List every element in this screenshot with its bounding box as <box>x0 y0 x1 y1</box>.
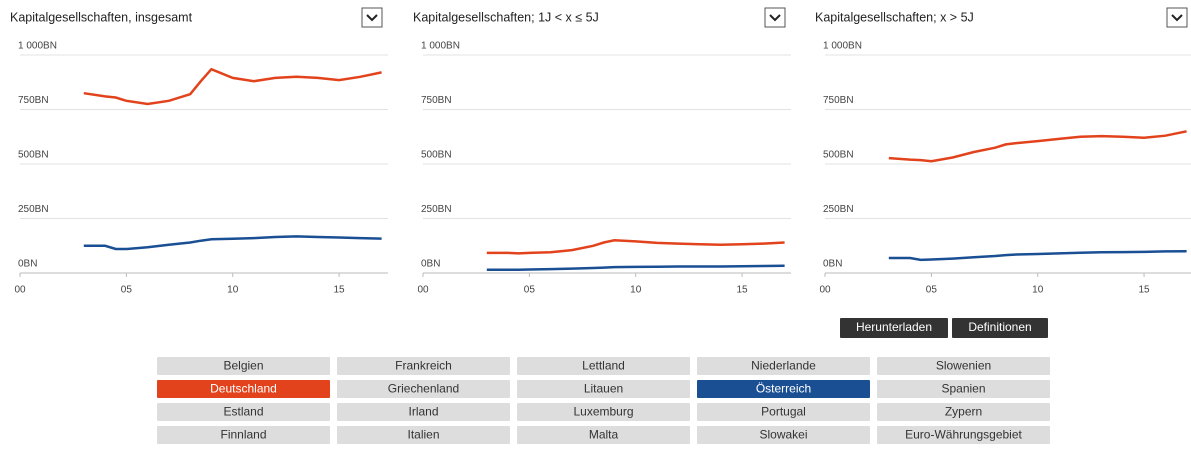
action-label: Definitionen <box>968 320 1031 334</box>
country-button[interactable] <box>697 403 870 421</box>
y-tick-label: 1 000BN <box>18 41 57 52</box>
chart-title: Kapitalgesellschaften; 1J < x ≤ 5J <box>413 10 599 24</box>
y-tick-label: 0BN <box>18 259 37 270</box>
country-button[interactable] <box>157 403 330 421</box>
y-tick-label: 750BN <box>823 95 854 106</box>
country-button[interactable] <box>517 380 690 398</box>
country-button[interactable] <box>877 403 1050 421</box>
x-tick-label: 10 <box>630 285 642 296</box>
y-tick-label: 0BN <box>421 259 440 270</box>
x-tick-label: 15 <box>1139 285 1151 296</box>
dropdown-chevron <box>366 14 378 22</box>
line-series <box>888 130 1187 163</box>
y-tick-label: 250BN <box>421 204 452 215</box>
chart-title: Kapitalgesellschaften; x > 5J <box>815 10 974 24</box>
x-tick-label: 00 <box>14 285 26 296</box>
action-label: Herunterladen <box>856 320 932 334</box>
country-button[interactable] <box>157 357 330 375</box>
x-tick-label: 10 <box>227 285 239 296</box>
x-tick-label: 05 <box>121 285 133 296</box>
chart-title: Kapitalgesellschaften, insgesamt <box>10 10 193 24</box>
country-label: Lettland <box>582 359 625 373</box>
country-label: Griechenland <box>388 382 459 396</box>
country-label: Spanien <box>941 382 985 396</box>
dropdown[interactable] <box>764 7 786 28</box>
x-tick-label: 15 <box>334 285 346 296</box>
country-label: Luxemburg <box>573 405 633 419</box>
y-tick-label: 250BN <box>823 204 854 215</box>
country-button[interactable] <box>517 426 690 444</box>
y-tick-label: 1 000BN <box>421 41 460 52</box>
country-label: Niederlande <box>751 359 816 373</box>
country-label: Slowakei <box>759 428 807 442</box>
country-button[interactable] <box>697 380 870 398</box>
country-button[interactable] <box>877 426 1050 444</box>
country-button[interactable] <box>517 403 690 421</box>
country-label: Italien <box>407 428 439 442</box>
action-button[interactable] <box>840 318 948 338</box>
country-label: Finnland <box>220 428 266 442</box>
line-series <box>486 264 785 271</box>
country-button[interactable] <box>877 380 1050 398</box>
country-button[interactable] <box>697 357 870 375</box>
country-label: Österreich <box>756 382 811 396</box>
country-label: Slowenien <box>936 359 991 373</box>
line-series <box>83 67 382 106</box>
y-tick-label: 250BN <box>18 204 49 215</box>
y-tick-label: 500BN <box>421 150 452 161</box>
country-label: Irland <box>408 405 438 419</box>
y-tick-label: 1 000BN <box>823 41 862 52</box>
y-tick-label: 750BN <box>18 95 49 106</box>
country-button[interactable] <box>337 403 510 421</box>
country-button[interactable] <box>157 426 330 444</box>
country-label: Zypern <box>945 405 982 419</box>
x-tick-label: 05 <box>524 285 536 296</box>
country-label: Malta <box>589 428 619 442</box>
country-button[interactable] <box>337 357 510 375</box>
y-tick-label: 500BN <box>18 150 49 161</box>
country-button[interactable] <box>877 357 1050 375</box>
country-button[interactable] <box>157 380 330 398</box>
dropdown-chevron <box>1171 14 1183 22</box>
dropdown[interactable] <box>361 7 383 28</box>
dropdown-chevron <box>769 14 781 22</box>
line-series <box>83 235 382 251</box>
country-label: Estland <box>223 405 263 419</box>
action-button[interactable] <box>952 318 1048 338</box>
country-label: Belgien <box>223 359 263 373</box>
country-button[interactable] <box>337 426 510 444</box>
x-tick-label: 00 <box>417 285 429 296</box>
country-button[interactable] <box>337 380 510 398</box>
country-label: Portugal <box>761 405 806 419</box>
x-tick-label: 00 <box>819 285 831 296</box>
country-button[interactable] <box>517 357 690 375</box>
x-tick-label: 10 <box>1032 285 1044 296</box>
country-label: Litauen <box>584 382 623 396</box>
y-tick-label: 750BN <box>421 95 452 106</box>
country-label: Frankreich <box>395 359 452 373</box>
line-series <box>486 239 785 255</box>
country-button[interactable] <box>697 426 870 444</box>
y-tick-label: 0BN <box>823 259 842 270</box>
x-tick-label: 05 <box>926 285 938 296</box>
y-tick-label: 500BN <box>823 150 854 161</box>
dropdown[interactable] <box>1166 7 1188 28</box>
country-label: Deutschland <box>210 382 277 396</box>
line-series <box>888 249 1187 262</box>
x-tick-label: 15 <box>737 285 749 296</box>
country-label: Euro-Währungsgebiet <box>905 428 1022 442</box>
